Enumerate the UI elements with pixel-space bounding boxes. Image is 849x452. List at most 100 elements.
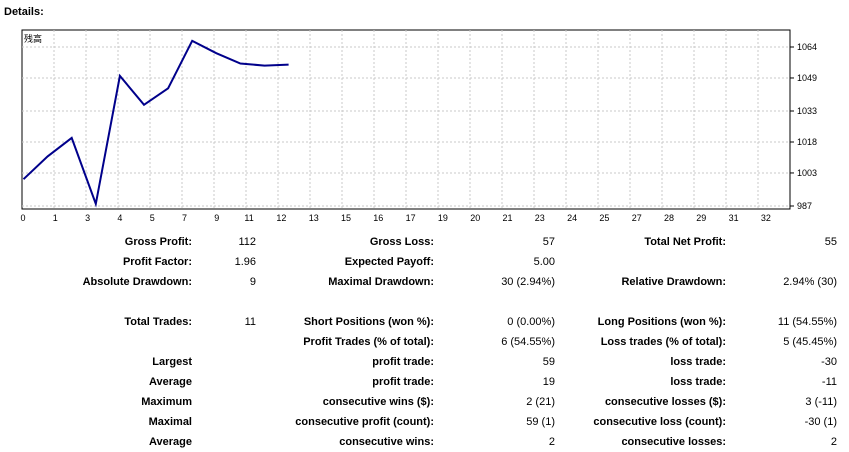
stat-label: Absolute Drawdown: <box>82 276 192 288</box>
stat-label: Gross Loss: <box>369 236 434 248</box>
x-tick-label: 27 <box>632 213 642 223</box>
stat-label: profit trade: <box>372 356 434 368</box>
stat-value <box>192 372 256 392</box>
stat-label: Short Positions (won %): <box>303 316 434 328</box>
stat-label <box>0 292 192 312</box>
stat-label: Expected Payoff: <box>344 256 434 268</box>
stat-label <box>555 292 726 312</box>
stats-row: Absolute Drawdown: 9 Maximal Drawdown: 30 (… <box>0 272 837 292</box>
stat-label: loss trade: <box>670 376 726 388</box>
stat-label: Maximal <box>148 416 192 428</box>
stat-value: 19 <box>542 376 555 388</box>
x-tick-label: 19 <box>438 213 448 223</box>
y-tick-label: 1018 <box>797 137 817 147</box>
x-tick-label: 5 <box>150 213 155 223</box>
stat-value: 112 <box>238 236 256 248</box>
x-tick-label: 21 <box>502 213 512 223</box>
stat-value: 6 (54.55%) <box>501 336 555 348</box>
x-tick-label: 7 <box>182 213 187 223</box>
stat-label: Total Net Profit: <box>644 236 726 248</box>
x-tick-label: 20 <box>470 213 480 223</box>
stat-label <box>256 292 434 312</box>
stat-value: 3 (-11) <box>805 396 837 408</box>
stat-value <box>192 292 256 312</box>
stat-label: Loss trades (% of total): <box>600 336 726 348</box>
stat-value: 59 <box>542 356 555 368</box>
stat-label: Average <box>148 376 192 388</box>
x-tick-label: 25 <box>599 213 609 223</box>
stat-value <box>192 332 256 352</box>
stat-value: -11 <box>821 376 837 388</box>
x-tick-label: 28 <box>664 213 674 223</box>
stat-value: 55 <box>824 236 837 248</box>
stat-value <box>726 252 837 272</box>
y-tick-label: 1003 <box>797 168 817 178</box>
stat-value: 57 <box>542 236 555 248</box>
x-tick-label: 23 <box>535 213 545 223</box>
x-tick-label: 32 <box>761 213 771 223</box>
x-tick-label: 24 <box>567 213 577 223</box>
x-tick-label: 4 <box>117 213 122 223</box>
y-tick-label: 1033 <box>797 106 817 116</box>
x-tick-label: 15 <box>341 213 351 223</box>
stats-row: Maximum consecutive wins ($): 2 (21) consec… <box>0 392 837 412</box>
stat-value: 2 <box>548 436 555 448</box>
stat-label: consecutive profit (count): <box>295 416 434 428</box>
x-tick-label: 11 <box>244 213 253 223</box>
x-tick-label: 17 <box>406 213 416 223</box>
stat-value: 5.00 <box>533 256 555 268</box>
stats-row: Gross Profit: 112 Gross Loss: 57 Total Net P… <box>0 232 837 252</box>
stats-row: Largest profit trade: 59 loss trade: -30 <box>0 352 837 372</box>
stats-row: Maximal consecutive profit (count): 59 (1)… <box>0 412 837 432</box>
x-tick-label: 12 <box>276 213 286 223</box>
stat-label <box>0 332 192 352</box>
stat-value: 2 <box>830 436 837 448</box>
stats-table: Gross Profit: 112 Gross Loss: 57 Total Net P… <box>0 232 837 452</box>
stat-value: 5 (45.45%) <box>783 336 837 348</box>
stat-value: 11 (54.55%) <box>777 316 837 328</box>
stat-value: 9 <box>249 276 256 288</box>
y-tick-label: 1064 <box>797 42 817 52</box>
y-tick-label: 1049 <box>797 73 817 83</box>
stat-value <box>192 392 256 412</box>
x-tick-label: 31 <box>729 213 739 223</box>
stat-value: 59 (1) <box>526 416 555 428</box>
details-title: Details: <box>4 6 44 18</box>
stat-value: 2 (21) <box>526 396 555 408</box>
stat-value: 11 <box>244 316 256 328</box>
stat-label: consecutive losses: <box>621 436 726 448</box>
stat-label: Maximal Drawdown: <box>328 276 434 288</box>
stat-label <box>555 252 726 272</box>
stat-value: 0 (0.00%) <box>507 316 555 328</box>
stat-value <box>192 432 256 452</box>
stat-label: consecutive losses ($): <box>604 396 726 408</box>
stat-value <box>192 412 256 432</box>
stat-label: Gross Profit: <box>124 236 192 248</box>
x-tick-label: 0 <box>20 213 25 223</box>
stat-value: 2.94% (30) <box>783 276 837 288</box>
stat-label: consecutive loss (count): <box>593 416 726 428</box>
x-tick-label: 16 <box>373 213 383 223</box>
stat-value <box>434 292 555 312</box>
legend-label: 残高 <box>24 33 42 45</box>
stat-label: Largest <box>152 356 192 368</box>
stats-row: Profit Factor: 1.96 Expected Payoff: 5.00 <box>0 252 837 272</box>
x-tick-label: 29 <box>696 213 706 223</box>
stat-label: consecutive wins ($): <box>322 396 434 408</box>
stat-label: Total Trades: <box>124 316 192 328</box>
stat-label: Profit Trades (% of total): <box>303 336 434 348</box>
stat-label: consecutive wins: <box>339 436 434 448</box>
stat-label: profit trade: <box>372 376 434 388</box>
stats-row: Average profit trade: 19 loss trade: -11 <box>0 372 837 392</box>
stats-row: Total Trades: 11 Short Positions (won %): 0… <box>0 312 837 332</box>
stat-label: loss trade: <box>670 356 726 368</box>
stat-label: Profit Factor: <box>122 256 192 268</box>
stats-row: Profit Trades (% of total): 6 (54.55%) Los… <box>0 332 837 352</box>
stat-value: 30 (2.94%) <box>501 276 555 288</box>
stat-label: Maximum <box>141 396 192 408</box>
x-tick-label: 9 <box>214 213 219 223</box>
x-tick-label: 13 <box>309 213 319 223</box>
stat-label: Average <box>148 436 192 448</box>
stat-label: Long Positions (won %): <box>597 316 726 328</box>
